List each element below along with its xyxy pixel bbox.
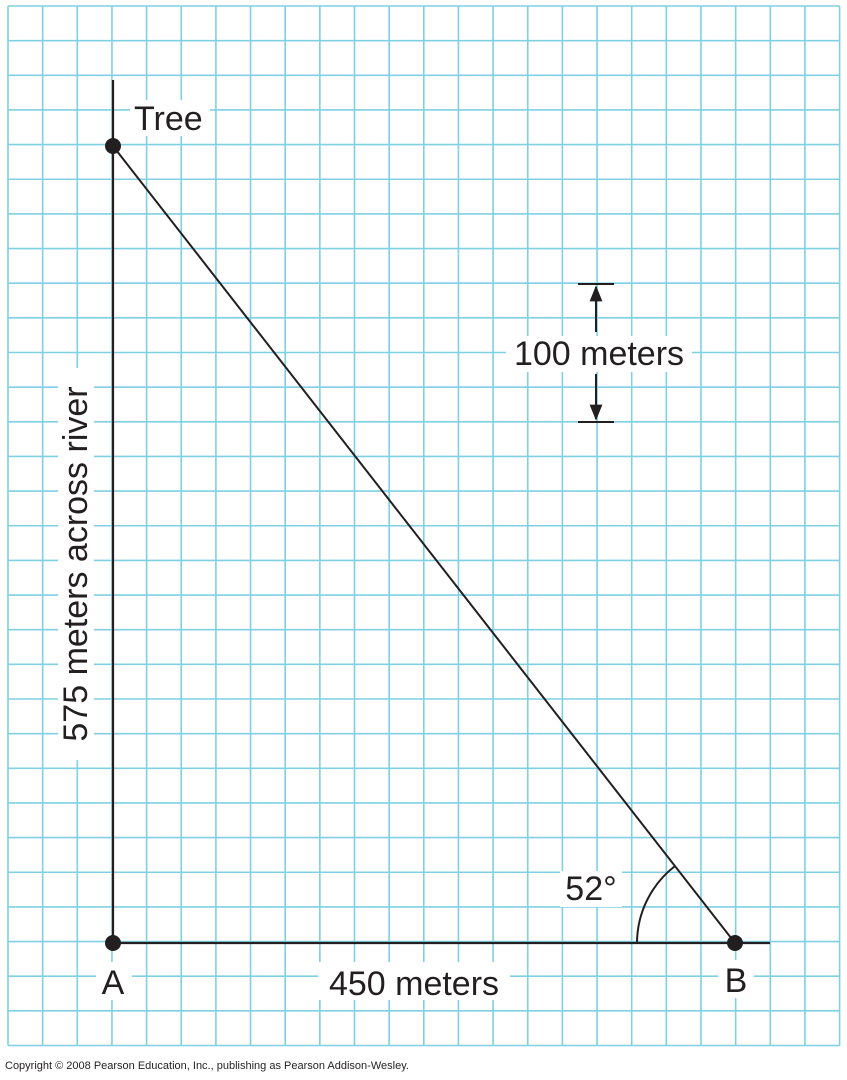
height-label: 575 meters across river [57, 386, 95, 741]
label-bg [318, 962, 510, 1000]
tree-point [105, 138, 121, 154]
scale-label: 100 meters [514, 335, 684, 373]
angle-arc [636, 865, 676, 944]
point-a [105, 935, 121, 951]
grid [7, 5, 841, 1047]
hypotenuse [112, 145, 736, 944]
point-b-label: B [725, 962, 748, 1000]
label-bg [130, 100, 210, 136]
label-bg [560, 871, 622, 907]
point-b [727, 935, 743, 951]
label-bg [506, 336, 692, 372]
angle-label: 52° [565, 870, 616, 908]
label-bg [718, 960, 754, 998]
point-a-label: A [102, 964, 125, 1002]
copyright: Copyright © 2008 Pearson Education, Inc.… [5, 1060, 409, 1072]
base-label: 450 meters [329, 965, 499, 1003]
tree-label: Tree [134, 100, 203, 138]
label-bg [96, 962, 132, 1000]
label-bg [58, 368, 94, 760]
